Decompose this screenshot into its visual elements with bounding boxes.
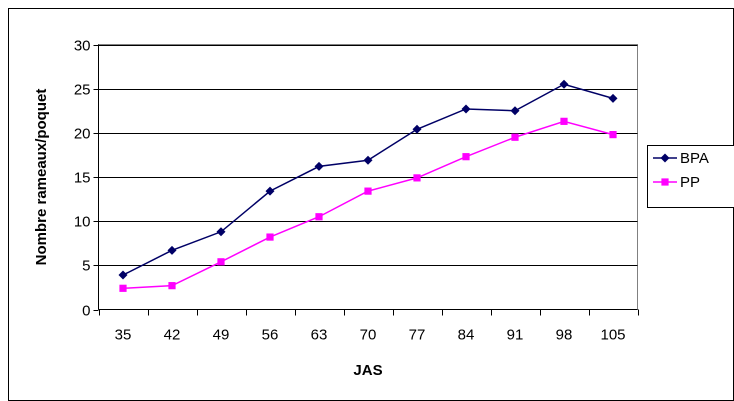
x-tick-label: 70: [360, 327, 377, 344]
legend-box: [647, 145, 734, 208]
series: [118, 79, 618, 292]
data-point-pp: [560, 117, 568, 125]
data-point-pp: [315, 213, 323, 221]
legend-label-pp: PP: [680, 174, 700, 191]
x-tick-label: 49: [213, 327, 230, 344]
data-point-bpa: [608, 93, 618, 103]
data-point-pp: [609, 131, 617, 139]
legend: BPA PP: [647, 145, 734, 208]
y-tick-labels: 0 5 10 15 20 25 30: [74, 38, 91, 320]
axes: [93, 44, 639, 316]
data-point-pp: [364, 187, 372, 195]
x-tick-label: 105: [600, 327, 625, 344]
legend-marker-bpa: [660, 153, 670, 163]
data-point-bpa: [314, 161, 324, 171]
y-axis-title: Nombre rameaux/poquet: [33, 89, 50, 266]
data-point-pp: [119, 284, 127, 292]
data-point-bpa: [216, 227, 226, 237]
data-point-bpa: [412, 124, 422, 134]
x-tick-labels: 35 42 49 56 63 70 77 84 91 98 105: [115, 327, 626, 344]
data-point-bpa: [118, 270, 128, 280]
y-tick-label: 0: [82, 303, 90, 320]
data-point-pp: [217, 258, 225, 266]
data-point-bpa: [510, 106, 520, 116]
x-axis-title: JAS: [353, 362, 382, 379]
data-point-bpa: [559, 79, 569, 89]
data-point-pp: [266, 233, 274, 241]
legend-marker-pp: [661, 178, 669, 186]
x-tick-label: 63: [311, 327, 328, 344]
data-point-pp: [511, 133, 519, 141]
data-point-pp: [413, 174, 421, 182]
x-tick-label: 91: [507, 327, 524, 344]
x-tick-label: 35: [115, 327, 132, 344]
x-tick-label: 98: [556, 327, 573, 344]
data-point-bpa: [167, 245, 177, 255]
y-tick-label: 25: [74, 82, 91, 99]
x-tick-label: 56: [262, 327, 279, 344]
gridlines: [98, 45, 638, 266]
x-tick-label: 42: [164, 327, 181, 344]
data-point-pp: [462, 153, 470, 161]
x-tick-label: 84: [458, 327, 475, 344]
y-tick-label: 10: [74, 214, 91, 231]
y-tick-label: 5: [82, 258, 90, 275]
data-point-pp: [168, 282, 176, 290]
y-tick-label: 30: [74, 38, 91, 55]
data-point-bpa: [461, 104, 471, 114]
data-point-bpa: [363, 155, 373, 165]
data-point-bpa: [265, 186, 275, 196]
x-tick-label: 77: [409, 327, 426, 344]
y-tick-label: 20: [74, 126, 91, 143]
legend-label-bpa: BPA: [680, 150, 709, 167]
y-tick-label: 15: [74, 170, 91, 187]
